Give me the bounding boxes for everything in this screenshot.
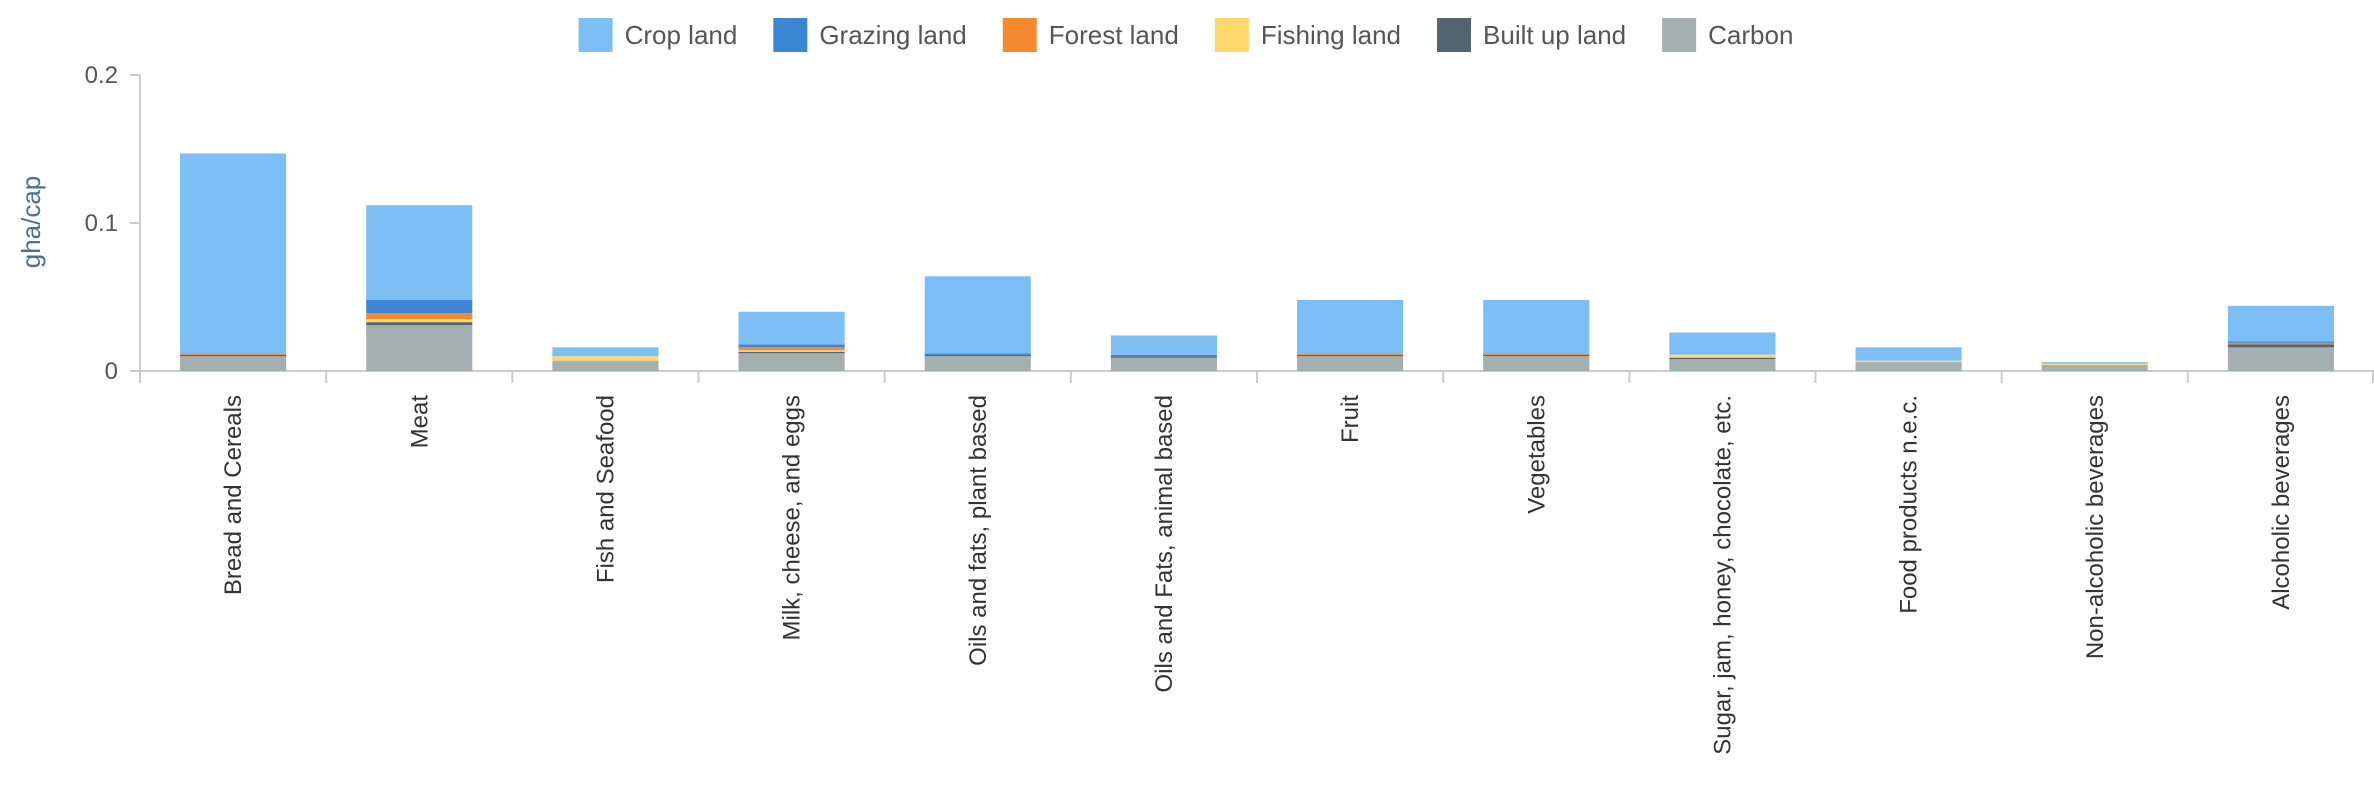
bar-food-products-n-e-c-crop-land[interactable] bbox=[1855, 347, 1962, 361]
y-axis: 0 0.1 0.2 bbox=[85, 62, 141, 385]
legend-label-grazing-land: Grazing land bbox=[819, 20, 966, 50]
bar-vegetables-built-up-land[interactable] bbox=[1483, 354, 1590, 357]
bar-sugar-jam-honey-chocolate-etc-crop-land[interactable] bbox=[1669, 332, 1776, 355]
bar-milk-cheese-and-eggs-built-up-land[interactable] bbox=[738, 351, 845, 354]
bar-alcoholic-beverages-forest-land[interactable] bbox=[2227, 342, 2334, 345]
y-tick-label: 0 bbox=[105, 358, 118, 385]
x-tick-label-fish-and-seafood: Fish and Seafood bbox=[592, 395, 619, 583]
x-tick-label-oils-and-fats-animal-based: Oils and Fats, animal based bbox=[1151, 395, 1178, 692]
x-tick-label-milk-cheese-and-eggs: Milk, cheese, and eggs bbox=[779, 395, 806, 640]
legend-label-carbon: Carbon bbox=[1708, 20, 1793, 50]
bar-oils-and-fats-animal-based-crop-land[interactable] bbox=[1110, 335, 1217, 355]
bar-fish-and-seafood-carbon[interactable] bbox=[552, 360, 659, 371]
bar-oils-and-fats-plant-based-built-up-land[interactable] bbox=[924, 354, 1031, 357]
bar-fruit-crop-land[interactable] bbox=[1297, 299, 1404, 354]
y-axis-title: gha/cap bbox=[16, 176, 46, 269]
bar-oils-and-fats-animal-based-built-up-land[interactable] bbox=[1110, 356, 1217, 358]
bar-milk-cheese-and-eggs-forest-land[interactable] bbox=[738, 347, 845, 351]
bar-sugar-jam-honey-chocolate-etc-built-up-land[interactable] bbox=[1669, 357, 1776, 360]
bar-bread-and-cereals-carbon[interactable] bbox=[180, 356, 287, 371]
legend-swatch-fishing-land bbox=[1214, 18, 1249, 52]
bar-milk-cheese-and-eggs-grazing-land[interactable] bbox=[738, 344, 845, 348]
legend-label-forest-land: Forest land bbox=[1049, 20, 1179, 50]
bar-bread-and-cereals-built-up-land[interactable] bbox=[180, 354, 287, 357]
x-axis: Bread and Cereals Meat Fish and Seafood Mil… bbox=[139, 370, 2374, 755]
bar-vegetables-forest-land[interactable] bbox=[1483, 353, 1590, 355]
x-tick-label-sugar-jam-honey-chocolate-etc: Sugar, jam, honey, chocolate, etc. bbox=[1709, 395, 1736, 755]
bar-meat-forest-land[interactable] bbox=[366, 313, 473, 320]
bar-fruit-forest-land[interactable] bbox=[1297, 353, 1404, 355]
x-tick-label-bread-and-cereals: Bread and Cereals bbox=[220, 395, 247, 595]
x-tick-label-food-products-n-e-c: Food products n.e.c. bbox=[1896, 395, 1923, 614]
legend-item-forest-land[interactable]: Forest land bbox=[1002, 18, 1179, 52]
bar-bread-and-cereals-forest-land[interactable] bbox=[180, 353, 287, 355]
bar-milk-cheese-and-eggs-fishing-land[interactable] bbox=[738, 350, 845, 352]
bar-food-products-n-e-c-fishing-land[interactable] bbox=[1855, 360, 1962, 363]
bar-oils-and-fats-animal-based-carbon[interactable] bbox=[1110, 357, 1217, 371]
legend-swatch-carbon bbox=[1662, 18, 1697, 52]
bar-food-products-n-e-c-carbon[interactable] bbox=[1855, 362, 1962, 371]
legend-swatch-crop-land bbox=[578, 18, 613, 52]
bar-fish-and-seafood-fishing-land[interactable] bbox=[552, 356, 659, 361]
chart-legend[interactable]: Crop land Grazing land Forest land Fishing … bbox=[578, 18, 1794, 52]
bar-oils-and-fats-plant-based-carbon[interactable] bbox=[924, 356, 1031, 371]
legend-swatch-forest-land bbox=[1002, 18, 1037, 52]
bar-non-alcoholic-beverages-fishing-land[interactable] bbox=[2041, 363, 2148, 366]
legend-item-built-up-land[interactable]: Built up land bbox=[1437, 18, 1626, 52]
bar-alcoholic-beverages-built-up-land[interactable] bbox=[2227, 344, 2334, 348]
legend-item-crop-land[interactable]: Crop land bbox=[578, 18, 738, 52]
x-tick-label-vegetables: Vegetables bbox=[1523, 395, 1550, 514]
legend-swatch-grazing-land bbox=[773, 18, 808, 52]
bar-bread-and-cereals-crop-land[interactable] bbox=[180, 153, 287, 354]
bar-vegetables-crop-land[interactable] bbox=[1483, 299, 1590, 354]
bar-milk-cheese-and-eggs-carbon[interactable] bbox=[738, 353, 845, 371]
bar-sugar-jam-honey-chocolate-etc-fishing-land[interactable] bbox=[1669, 354, 1776, 358]
bar-oils-and-fats-plant-based-crop-land[interactable] bbox=[924, 276, 1031, 354]
bar-oils-and-fats-animal-based-grazing-land[interactable] bbox=[1110, 354, 1217, 357]
bar-oils-and-fats-plant-based-grazing-land[interactable] bbox=[924, 353, 1031, 355]
bar-meat-crop-land[interactable] bbox=[366, 205, 473, 300]
bar-non-alcoholic-beverages-carbon[interactable] bbox=[2041, 365, 2148, 371]
bar-sugar-jam-honey-chocolate-etc-carbon[interactable] bbox=[1669, 359, 1776, 371]
x-tick-label-meat: Meat bbox=[406, 395, 433, 449]
x-tick-label-alcoholic-beverages: Alcoholic beverages bbox=[2268, 395, 2295, 610]
legend-swatch-built-up-land bbox=[1437, 18, 1472, 52]
bar-meat-built-up-land[interactable] bbox=[366, 322, 473, 326]
x-tick-label-non-alcoholic-beverages: Non-alcoholic beverages bbox=[2082, 395, 2109, 659]
y-tick-label: 0.2 bbox=[85, 62, 118, 89]
bar-alcoholic-beverages-grazing-land[interactable] bbox=[2227, 341, 2334, 343]
bar-meat-carbon[interactable] bbox=[366, 325, 473, 371]
legend-label-crop-land: Crop land bbox=[625, 20, 738, 50]
legend-item-grazing-land[interactable]: Grazing land bbox=[773, 18, 967, 52]
bar-alcoholic-beverages-carbon[interactable] bbox=[2227, 347, 2334, 371]
y-tick-label: 0.1 bbox=[85, 210, 118, 237]
bar-fruit-carbon[interactable] bbox=[1297, 356, 1404, 371]
bar-vegetables-carbon[interactable] bbox=[1483, 356, 1590, 371]
x-tick-label-oils-and-fats-plant-based: Oils and fats, plant based bbox=[965, 395, 992, 666]
legend-item-carbon[interactable]: Carbon bbox=[1662, 18, 1793, 52]
bar-non-alcoholic-beverages-crop-land[interactable] bbox=[2041, 362, 2148, 364]
bar-alcoholic-beverages-crop-land[interactable] bbox=[2227, 305, 2334, 342]
bar-fish-and-seafood-crop-land[interactable] bbox=[552, 347, 659, 357]
bars-group bbox=[180, 153, 2334, 371]
bar-meat-grazing-land[interactable] bbox=[366, 299, 473, 314]
legend-label-built-up-land: Built up land bbox=[1483, 20, 1626, 50]
legend-item-fishing-land[interactable]: Fishing land bbox=[1214, 18, 1401, 52]
bar-meat-fishing-land[interactable] bbox=[366, 319, 473, 323]
bar-fruit-built-up-land[interactable] bbox=[1297, 354, 1404, 357]
legend-label-fishing-land: Fishing land bbox=[1261, 20, 1401, 50]
x-tick-label-fruit: Fruit bbox=[1337, 395, 1364, 443]
bar-milk-cheese-and-eggs-crop-land[interactable] bbox=[738, 311, 845, 345]
